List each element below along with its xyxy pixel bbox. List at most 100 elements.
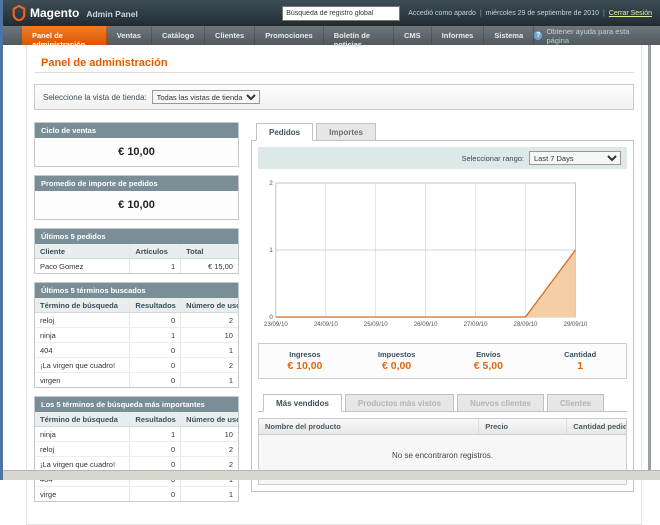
table-header-row: Término de búsqueda Resultados Número de u… [35, 298, 238, 313]
table-row: virge 0 1 [35, 487, 238, 501]
global-search-input[interactable] [282, 5, 401, 21]
stat-cantidad: Cantidad 1 [534, 350, 626, 372]
table-cell: 404 [35, 343, 131, 357]
last-orders-table: Cliente Artículos Total Paco Gomez 1 € 15,00 [35, 244, 238, 273]
header-user-area: Accedió como apardo | miércoles 29 de se… [408, 10, 652, 17]
magento-shield-icon [12, 5, 26, 21]
window-right-edge [648, 45, 651, 470]
table-header-cell: Número de usos [186, 414, 238, 424]
grid-header-cell: Precio [479, 419, 568, 434]
store-view-label: Seleccione la vista de tienda: [43, 92, 147, 102]
table-cell: 0 [130, 442, 182, 456]
help-icon: ? [534, 31, 543, 40]
table-cell: 2 [228, 444, 233, 454]
orders-area-chart: 0 1 2 23/09/10 24/09/10 25/09/10 26/09/10 27/09… [264, 180, 588, 328]
stat-label: Impuestos [377, 350, 416, 359]
logged-in-as: Accedió como apardo [408, 9, 476, 17]
grid-header-cell: Cantidad pedida [573, 422, 626, 431]
tab-pedidos[interactable]: Pedidos [256, 123, 314, 141]
tab-m-s-vendidos[interactable]: Más vendidos [263, 394, 342, 412]
table-header-row: Término de búsqueda Resultados Número de u… [35, 412, 238, 427]
stat-label: Cantidad [564, 350, 597, 359]
dashboard-page: Panel de administración Seleccione la vi… [26, 45, 642, 525]
dashboard-right-column: Pedidos Importes Seleccionar rango: Last … [251, 122, 634, 492]
nav-item[interactable]: Sistema [484, 26, 535, 45]
table-header-cell: Término de búsqueda [35, 412, 131, 426]
lifetime-sales-value: € 10,00 [35, 138, 238, 166]
nav-item[interactable]: Clientes [205, 26, 256, 45]
svg-text:28/09/10: 28/09/10 [514, 321, 538, 328]
table-cell: reloj [35, 313, 131, 327]
window-left-edge [0, 0, 3, 480]
title-divider [34, 72, 634, 73]
logout-link[interactable]: Cerrar Sesión [608, 9, 652, 17]
svg-text:24/09/10: 24/09/10 [314, 321, 338, 328]
main-nav: Panel de administración Ventas Catálogo Cli… [0, 26, 660, 49]
nav-item[interactable]: Ventas [107, 26, 152, 45]
table-cell: 1 [228, 345, 233, 355]
tab-productos-m-s-vistos: Productos más vistos [344, 394, 455, 412]
last-search-terms-box: Últimos 5 términos buscados Término de b… [34, 282, 239, 388]
nav-item[interactable]: CMS [394, 26, 432, 45]
box-title: Últimos 5 términos buscados [35, 283, 238, 298]
store-view-select[interactable]: Todas las vistas de tienda [151, 90, 260, 104]
last-orders-box: Últimos 5 pedidos Cliente Artículos Total P… [34, 228, 239, 274]
table-cell: 2 [228, 459, 233, 469]
table-cell: 1 [130, 259, 182, 273]
table-cell: 2 [228, 360, 233, 370]
table-cell: 1 [228, 375, 233, 385]
separator: | [602, 9, 605, 17]
table-row: Paco Gomez 1 € 15,00 [35, 259, 238, 273]
table-cell: 0 [130, 487, 182, 501]
stat-label: Ingresos [289, 350, 321, 359]
stat-envíos: Envíos € 5,00 [443, 350, 535, 372]
nav-item[interactable]: Boletín de noticias [324, 26, 394, 49]
separator: | [479, 9, 482, 17]
admin-header: Magento Admin Panel Accedió como apardo … [0, 0, 660, 26]
diagram-tabs: Pedidos Importes [251, 122, 634, 141]
table-row: ninja 1 10 [35, 427, 238, 442]
logo-subtitle: Admin Panel [86, 9, 138, 19]
table-row: reloj 0 2 [35, 442, 238, 457]
table-cell: 1 [130, 328, 182, 342]
nav-help[interactable]: ? Obtener ayuda para esta página [534, 26, 646, 45]
table-cell: 10 [224, 429, 233, 439]
svg-text:27/09/10: 27/09/10 [464, 321, 488, 328]
stat-value: € 5,00 [473, 360, 503, 372]
stat-ingresos: Ingresos € 10,00 [259, 350, 351, 372]
table-header-cell: Término de búsqueda [35, 298, 131, 312]
range-select[interactable]: Last 7 Days [529, 151, 621, 165]
nav-item[interactable]: Panel de administración [22, 26, 107, 49]
tab-clientes: Clientes [546, 394, 605, 412]
top-search-terms-box: Los 5 términos de búsqueda más important… [34, 396, 239, 502]
stat-value: € 0,00 [382, 360, 412, 372]
table-row: reloj 0 2 [35, 313, 238, 328]
lifetime-sales-box: Ciclo de ventas € 10,00 [34, 122, 239, 167]
grid-header-cell: Nombre del producto [259, 419, 480, 434]
table-cell: 1 [228, 489, 233, 499]
stat-value: € 10,00 [287, 360, 323, 372]
last-search-terms-table: Término de búsqueda Resultados Número de u… [35, 298, 238, 387]
table-cell: 0 [130, 358, 182, 372]
box-title: Los 5 términos de búsqueda más important… [35, 397, 238, 412]
box-title: Promedio de importe de pedidos [35, 176, 238, 191]
svg-text:0: 0 [269, 314, 273, 321]
nav-item[interactable]: Informes [432, 26, 485, 45]
nav-item[interactable]: Catálogo [152, 26, 206, 45]
table-cell: 1 [130, 427, 182, 441]
nav-item[interactable]: Promociones [255, 26, 324, 45]
table-cell: virge [35, 487, 131, 501]
svg-text:25/09/10: 25/09/10 [364, 321, 388, 328]
svg-text:23/09/10: 23/09/10 [264, 321, 288, 328]
table-cell: ¡La virgen que cuadro! [35, 457, 131, 471]
average-orders-value: € 10,00 [35, 191, 238, 219]
table-cell: 2 [228, 315, 233, 325]
orders-chart: 0 1 2 23/09/10 24/09/10 25/09/10 26/09/10 27/09… [258, 175, 627, 335]
stat-value: 1 [577, 360, 584, 372]
help-label: Obtener ayuda para esta página [546, 26, 630, 45]
tab-importes[interactable]: Importes [316, 123, 376, 141]
table-cell: 0 [130, 457, 182, 471]
tab-nuevos-clientes: Nuevos clientes [457, 394, 544, 412]
table-header-cell: Resultados [130, 298, 182, 312]
table-cell: virgen [35, 373, 131, 387]
